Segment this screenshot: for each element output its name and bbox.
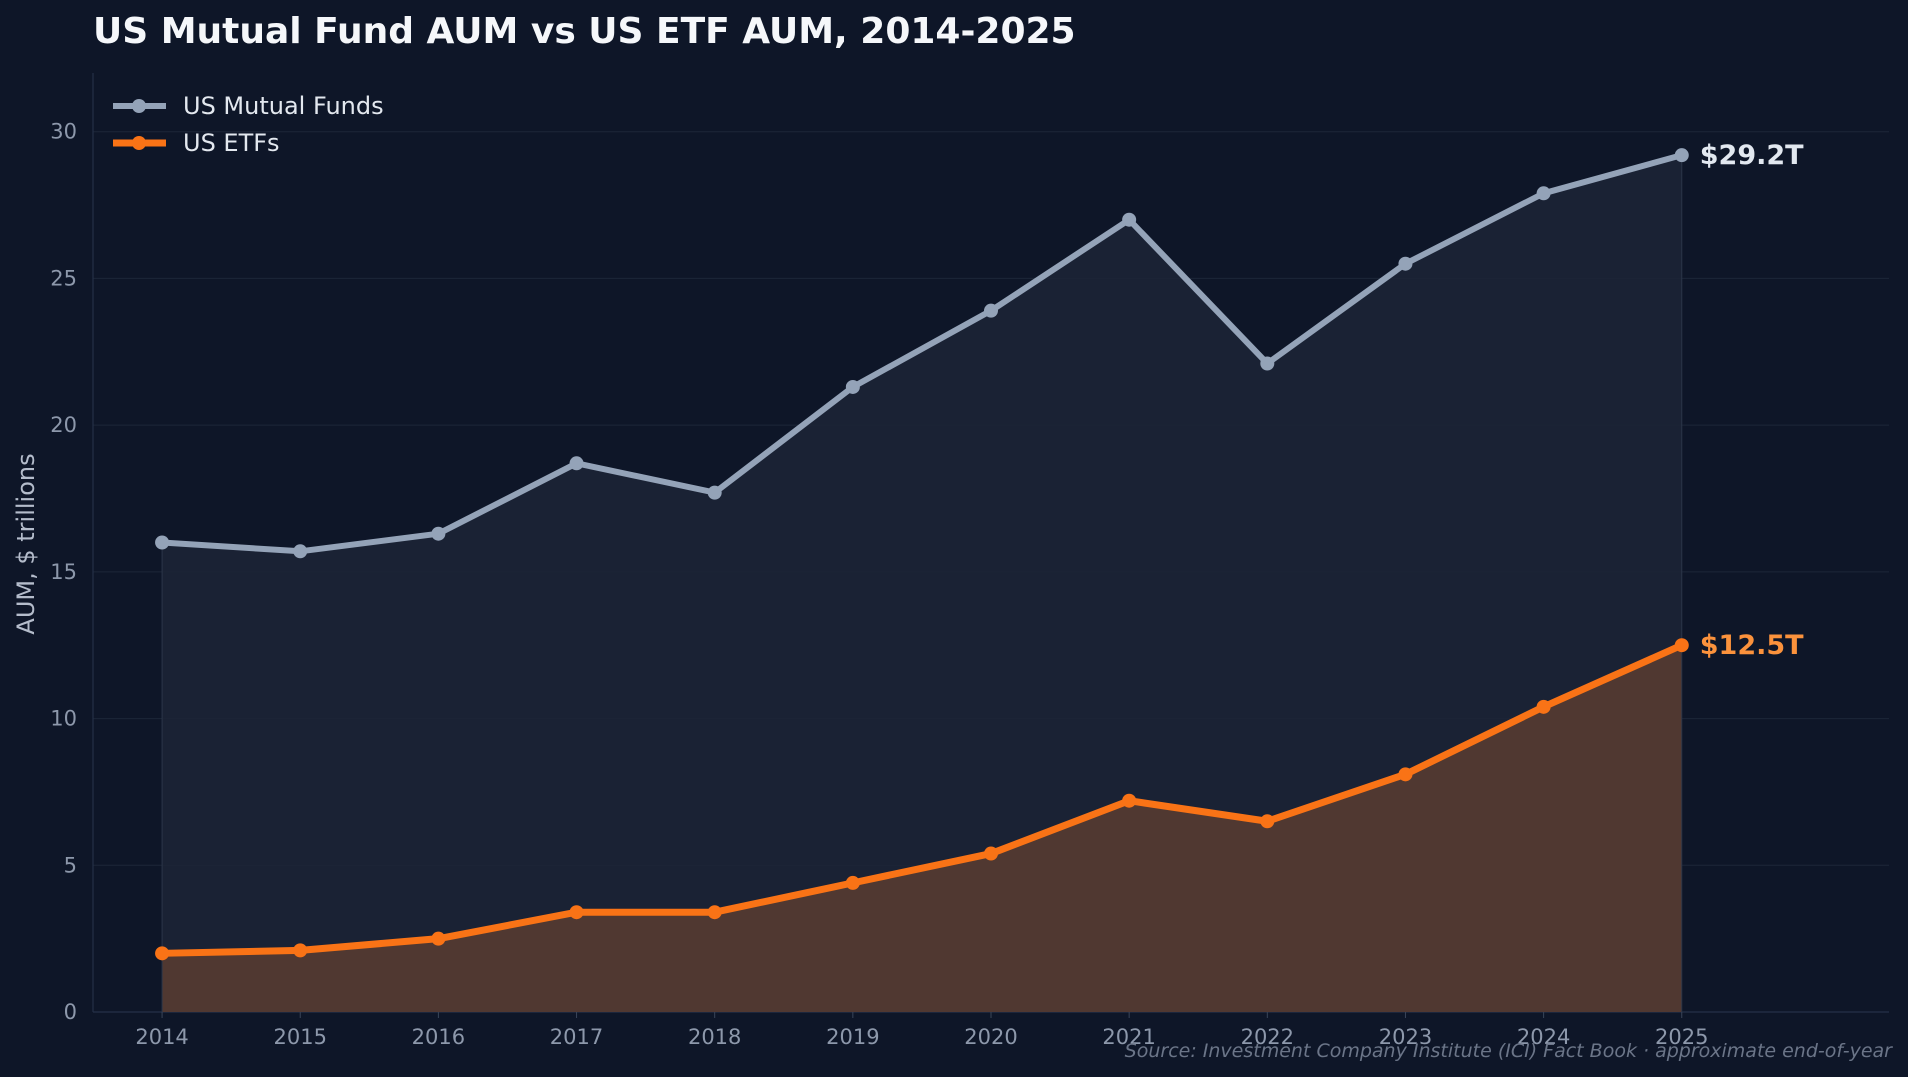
point-etfs [1674, 638, 1689, 653]
series-lines [158, 152, 1686, 957]
legend-marker [132, 136, 146, 150]
point-mutual-funds [155, 535, 170, 550]
point-etfs [155, 946, 170, 961]
point-etfs [1260, 814, 1275, 829]
source-note: Source: Investment Company Institute (IC… [1125, 1040, 1894, 1062]
x-tick-label: 2020 [964, 1025, 1017, 1049]
legend: US Mutual Funds US ETFs [113, 92, 384, 157]
y-tick-label: 20 [50, 413, 77, 437]
point-etfs [1122, 793, 1137, 808]
point-mutual-funds [1260, 356, 1275, 371]
point-etfs [1398, 767, 1413, 782]
point-mutual-funds [1536, 186, 1551, 201]
point-mutual-funds [1398, 256, 1413, 271]
point-mutual-funds [707, 485, 722, 500]
x-tick-label: 2017 [550, 1025, 603, 1049]
x-tick-label: 2022 [1241, 1025, 1294, 1049]
line-etfs [158, 641, 1686, 957]
legend-marker [132, 99, 146, 113]
point-mutual-funds [845, 379, 860, 394]
series-points [155, 148, 1689, 961]
point-etfs [569, 905, 584, 920]
point-etfs [1536, 699, 1551, 714]
x-tick-label: 2024 [1517, 1025, 1570, 1049]
line-mutual-funds [159, 152, 1685, 555]
x-tick-labels: 2014 2015 2016 2017 2018 2019 2020 2021 2022 2023… [135, 1025, 1708, 1049]
y-tick-label: 0 [64, 1000, 77, 1024]
x-tick-label: 2021 [1102, 1025, 1155, 1049]
legend-label: US Mutual Funds [183, 92, 384, 120]
point-mutual-funds [569, 456, 584, 471]
x-tick-label: 2023 [1379, 1025, 1432, 1049]
legend-label: US ETFs [183, 129, 280, 157]
point-mutual-funds [1674, 148, 1689, 163]
legend-item-etfs: US ETFs [113, 129, 280, 157]
point-etfs [707, 905, 722, 920]
end-labels: $29.2T $12.5T [1700, 140, 1804, 661]
legend-item-mutual-funds: US Mutual Funds [113, 92, 384, 120]
y-tick-label: 15 [50, 560, 77, 584]
y-tick-label: 10 [50, 707, 77, 731]
point-etfs [293, 943, 308, 958]
x-tick-label: 2018 [688, 1025, 741, 1049]
x-tick-label: 2016 [412, 1025, 465, 1049]
chart-title: US Mutual Fund AUM vs US ETF AUM, 2014-2… [93, 11, 1076, 52]
point-mutual-funds [431, 526, 446, 541]
y-tick-label: 25 [50, 266, 77, 290]
y-tick-label: 30 [50, 120, 77, 144]
point-mutual-funds [984, 303, 998, 318]
end-label-mutual-funds: $29.2T [1700, 140, 1804, 171]
area-fill-mutual-funds [162, 155, 1682, 1013]
y-tick-label: 5 [64, 853, 77, 877]
x-tick-label: 2014 [135, 1025, 188, 1049]
x-tick-label: 2015 [274, 1025, 327, 1049]
point-etfs [431, 931, 446, 946]
area-fills [161, 155, 1683, 1013]
end-label-etfs: $12.5T [1700, 630, 1804, 661]
point-etfs [845, 875, 860, 890]
y-axis-label: AUM, $ trillions [12, 453, 40, 634]
point-mutual-funds [293, 544, 308, 559]
point-etfs [984, 846, 998, 861]
point-mutual-funds [1122, 212, 1137, 227]
y-tick-labels: 0 5 10 15 20 25 30 [50, 120, 77, 1024]
x-tick-label: 2019 [826, 1025, 879, 1049]
x-tick-label: 2025 [1655, 1025, 1708, 1049]
